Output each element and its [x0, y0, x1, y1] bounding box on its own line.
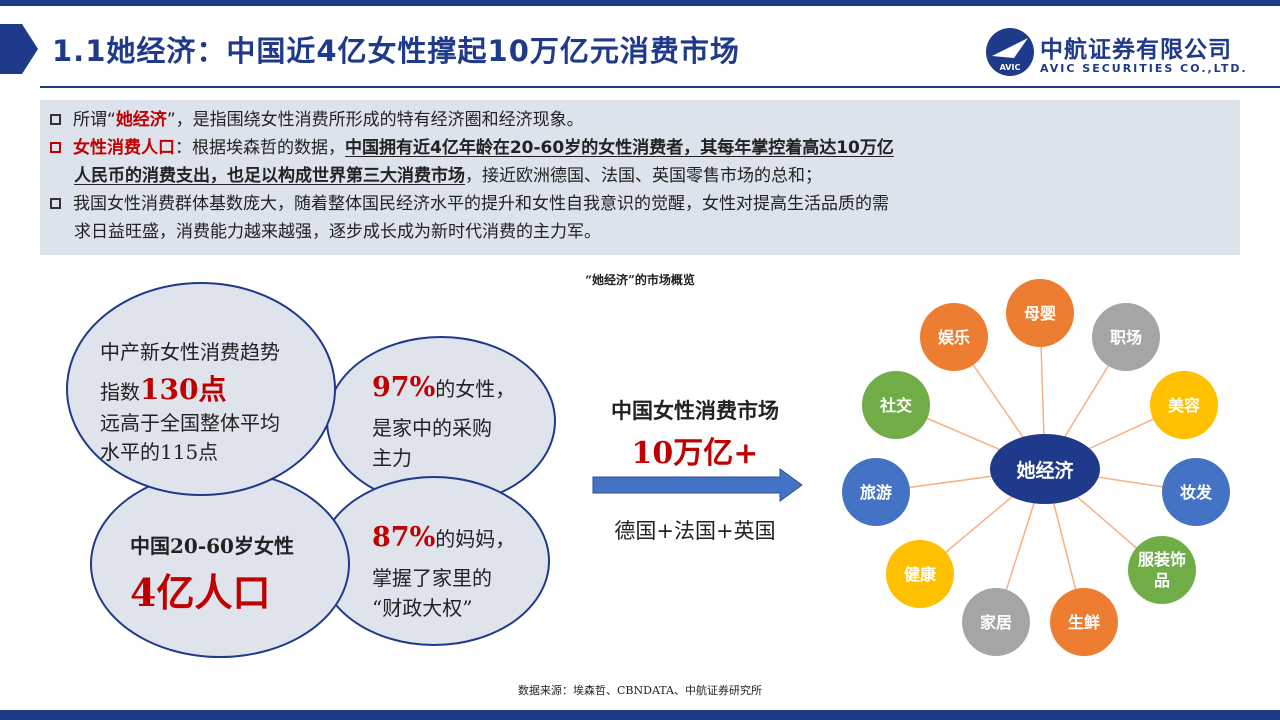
market-value: 10万亿+	[631, 436, 759, 471]
bubble1-line3: 远高于全国整体平均	[100, 411, 280, 435]
bubble1-line4: 水平的115点	[100, 440, 219, 464]
bubble4-line2: 掌握了家里的	[372, 566, 492, 590]
node-beauty: 美容	[1150, 371, 1218, 439]
node-workplace: 职场	[1092, 303, 1160, 371]
node-center-she-economy: 她经济	[990, 434, 1100, 504]
node-fresh-food: 生鲜	[1050, 588, 1118, 656]
top-accent-bar	[0, 0, 1280, 6]
market-title: 中国女性消费市场	[611, 398, 779, 423]
logo-emblem-icon: AVIC	[986, 28, 1034, 76]
checkbox-bullet-icon	[50, 114, 61, 125]
bubble3-line1: 中国20-60岁女性	[130, 534, 294, 558]
bubble4-line1: 87%的妈妈，	[372, 522, 516, 553]
node-makeup-hair: 妆发	[1162, 458, 1230, 526]
logo-company-english: AVIC SECURITIES CO.,LTD.	[1040, 62, 1248, 75]
intro-line-4: 我国女性消费群体基数庞大，随着整体国民经济水平的提升和女性自我意识的觉醒，女性对…	[50, 190, 894, 218]
node-entertainment: 娱乐	[920, 303, 988, 371]
title-underline	[40, 86, 1280, 88]
node-health: 健康	[886, 540, 954, 608]
intro-box: 所谓“她经济”，是指围绕女性消费所形成的特有经济圈和经济现象。 女性消费人口：根…	[40, 100, 1240, 255]
logo-badge-text: AVIC	[1000, 63, 1021, 72]
bubble4-line3: “财政大权”	[372, 596, 473, 620]
checkbox-bullet-icon	[50, 198, 61, 209]
company-logo: AVIC	[984, 22, 1252, 84]
page-title: 1.1她经济：中国近4亿女性撑起10万亿元消费市场	[52, 34, 740, 68]
node-social: 社交	[862, 371, 930, 439]
bubble-87-percent	[318, 476, 550, 646]
bottom-accent-bar	[0, 710, 1280, 720]
node-maternal: 母婴	[1006, 279, 1074, 347]
logo-company-name: 中航证券有限公司	[1040, 37, 1232, 63]
bubble2-line2: 是家中的采购	[372, 416, 492, 440]
checkbox-bullet-icon	[50, 142, 61, 153]
bubble2-line1: 97%的女性，	[372, 372, 516, 403]
bubble1-line2: 指数130点	[100, 373, 227, 406]
node-home: 家居	[962, 588, 1030, 656]
bubble-trend-index	[66, 282, 336, 496]
overview-caption: “她经济”的市场概览	[585, 273, 695, 287]
market-comparison: 德国+法国+英国	[614, 519, 776, 543]
bubble2-line3: 主力	[372, 446, 412, 470]
intro-line-3: 人民币的消费支出，也足以构成世界第三大消费市场，接近欧洲德国、法国、英国零售市场…	[74, 166, 822, 186]
title-arrow-icon	[0, 24, 38, 74]
intro-line-5: 求日益旺盛，消费能力越来越强，逐步成长成为新时代消费的主力军。	[74, 222, 601, 242]
right-arrow-icon	[592, 468, 803, 502]
bubble1-line1: 中产新女性消费趋势	[100, 340, 280, 364]
node-travel: 旅游	[842, 458, 910, 526]
bubble-4-billion	[90, 470, 350, 658]
bubble3-line2: 4亿人口	[130, 570, 271, 615]
node-apparel: 服装饰品	[1128, 536, 1196, 604]
intro-line-2: 女性消费人口：根据埃森哲的数据，中国拥有近4亿年龄在20-60岁的女性消费者，其…	[50, 134, 894, 162]
data-source-note: 数据来源：埃森哲、CBNDATA、中航证券研究所	[518, 684, 762, 697]
intro-line-1: 所谓“她经济”，是指围绕女性消费所形成的特有经济圈和经济现象。	[50, 106, 894, 134]
